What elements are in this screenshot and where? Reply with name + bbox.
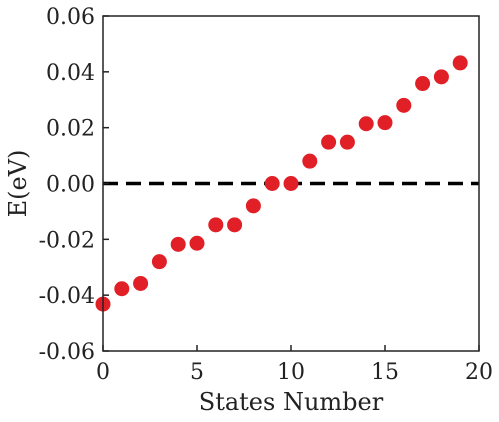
y-axis-title: E(eV) [4,150,32,218]
data-point [339,134,355,150]
y-tick-label: 0.06 [46,5,95,30]
data-point [452,55,468,71]
y-tick-label: 0.02 [46,117,95,142]
data-point [189,235,205,251]
x-tick-label: 20 [465,360,493,385]
y-tick-label: 0.04 [46,61,95,86]
x-tick-label: 0 [96,360,110,385]
data-point [133,275,149,291]
data-point [302,153,318,169]
data-point [151,254,167,270]
y-tick-label: 0.00 [46,173,95,198]
y-tick-label: -0.04 [39,284,95,309]
data-point [170,236,186,252]
data-point [433,69,449,85]
x-tick-label: 15 [371,360,399,385]
data-point [377,115,393,131]
x-tick-label: 10 [277,360,305,385]
data-point [208,217,224,233]
data-point [358,116,374,132]
y-tick-label: -0.06 [39,340,95,365]
ticks-layer: 0 5 10 15 20 -0.06 -0.04 -0.02 0.00 0.02 0.04 0.06 [39,5,493,385]
data-point [264,176,280,191]
data-point [245,198,261,214]
y-tick-label: -0.02 [39,228,95,253]
data-point [321,134,337,150]
data-point [283,176,299,191]
data-points-layer [95,55,468,312]
data-point [114,281,130,297]
data-point [396,97,412,113]
x-axis-title: States Number [199,388,384,416]
x-tick-label: 5 [190,360,204,385]
data-point [227,217,243,233]
data-point [415,76,431,92]
